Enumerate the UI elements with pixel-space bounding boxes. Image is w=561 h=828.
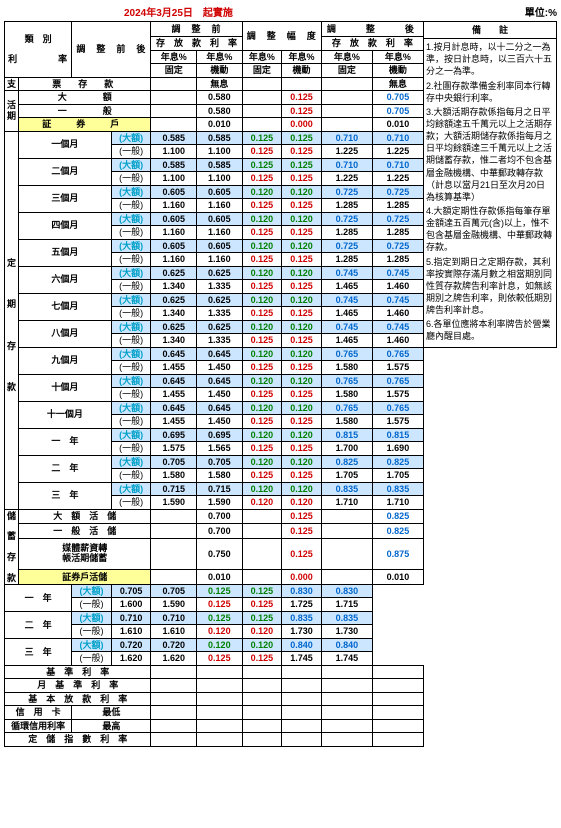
unit-label: 單位:% [525,4,557,19]
rate-table: 類 別利 率 調 整 前 後 調 整 前 調 整 幅 度 調 整 後 存 放 款… [4,21,424,747]
title-date: 2024年3月25日 起實施 [124,4,233,19]
notes-panel: 備註 1.按月計息時，以十二分之一為準，按日計息時，以三百六十五分之一為準。2.… [424,21,557,348]
